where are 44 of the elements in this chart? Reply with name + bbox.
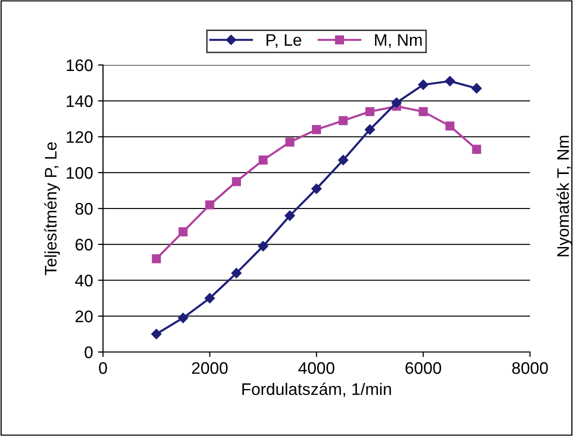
- legend-label: M, Nm: [375, 34, 422, 48]
- point: [258, 241, 268, 252]
- y-tick-label: 0: [84, 346, 93, 358]
- point: [472, 83, 482, 94]
- point: [364, 124, 375, 135]
- point: [472, 144, 482, 154]
- point: [418, 107, 428, 116]
- point: [311, 184, 322, 194]
- point: [418, 80, 428, 90]
- x-tick-label: 2000: [192, 362, 228, 374]
- y-tick-label: 60: [76, 238, 93, 251]
- point: [178, 227, 188, 236]
- point: [365, 107, 374, 116]
- point: [231, 268, 242, 278]
- y-tick-label: 20: [76, 310, 93, 322]
- x-axis-title: Fordulatszám, 1/min: [242, 382, 391, 398]
- point: [444, 76, 456, 86]
- point: [258, 156, 268, 165]
- legend-label: P, Le: [266, 34, 302, 48]
- point: [338, 116, 348, 126]
- y2-axis-title: Nyomaték T, Nm: [556, 136, 572, 256]
- y-tick-label: 140: [66, 95, 93, 108]
- point: [204, 293, 215, 304]
- y-tick-label: 160: [66, 59, 93, 72]
- point: [338, 154, 348, 166]
- point: [285, 138, 294, 147]
- x-tick-label: 6000: [406, 362, 442, 374]
- point: [151, 328, 162, 340]
- point: [312, 125, 322, 134]
- point: [152, 254, 161, 264]
- point: [232, 177, 241, 186]
- y-tick-label: 100: [66, 167, 93, 179]
- x-tick-label: 0: [99, 362, 107, 374]
- y-tick-label: 80: [75, 202, 93, 215]
- y-tick-label: 120: [66, 131, 93, 143]
- y-tick-label: 40: [75, 274, 93, 286]
- point: [391, 98, 402, 108]
- point: [205, 200, 214, 210]
- point: [445, 121, 454, 130]
- point: [178, 312, 188, 324]
- x-tick-label: 4000: [298, 362, 334, 374]
- y-axis-title: Teljesítmény P, Le: [44, 142, 60, 276]
- point: [284, 210, 295, 221]
- x-tick-label: 8000: [512, 362, 548, 374]
